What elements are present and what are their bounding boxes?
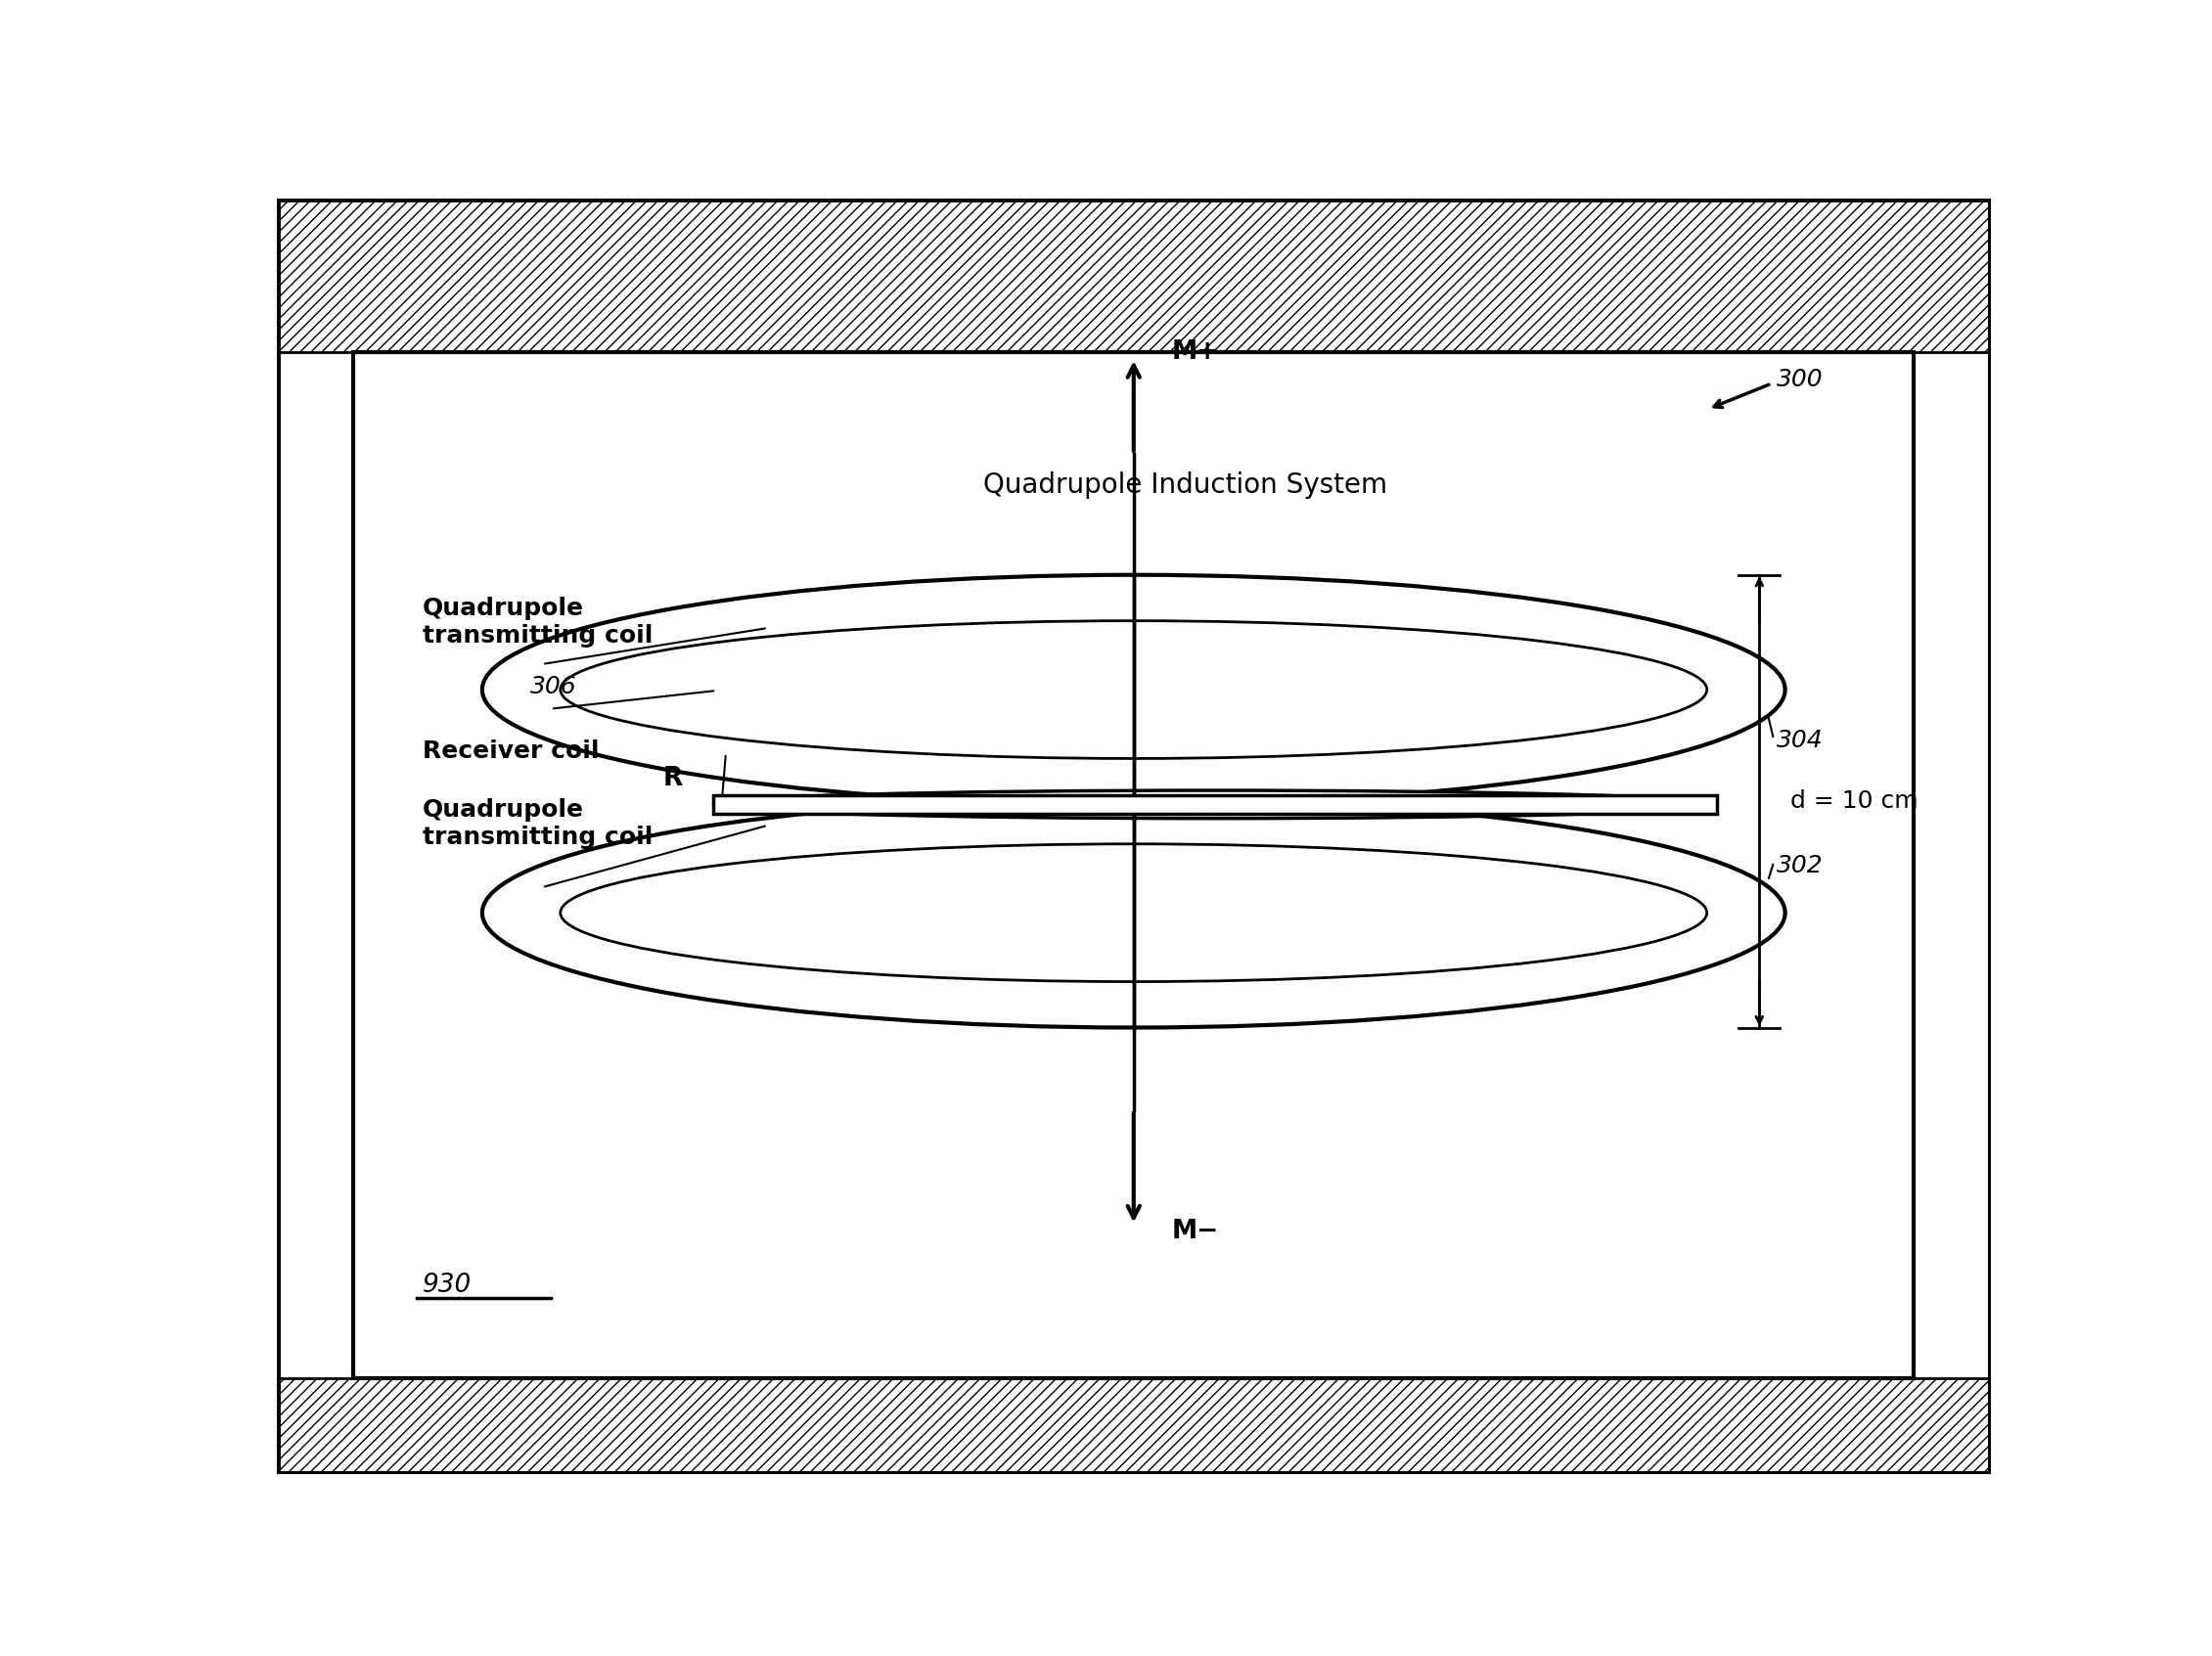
Bar	[714, 795, 1717, 813]
Ellipse shape	[515, 811, 1752, 984]
Ellipse shape	[560, 621, 1708, 758]
Text: d = 10 cm: d = 10 cm	[1790, 790, 1918, 813]
Text: Quadrupole Induction System: Quadrupole Induction System	[982, 472, 1387, 500]
Text: Quadrupole
transmitting coil: Quadrupole transmitting coil	[422, 596, 653, 647]
Text: R: R	[664, 767, 684, 792]
Ellipse shape	[714, 790, 1717, 818]
Ellipse shape	[515, 588, 1752, 760]
Bar	[276, 1378, 1991, 1474]
Text: 304: 304	[1776, 729, 1823, 752]
Text: 300: 300	[1776, 368, 1823, 391]
Text: 930: 930	[422, 1272, 471, 1298]
Text: M+: M+	[1172, 339, 1219, 364]
Text: 306: 306	[531, 676, 577, 699]
Text: Receiver coil: Receiver coil	[422, 739, 599, 762]
Ellipse shape	[482, 575, 1785, 805]
Ellipse shape	[560, 845, 1708, 982]
Bar	[276, 199, 1991, 351]
Text: 302: 302	[1776, 854, 1823, 878]
Text: M−: M−	[1172, 1219, 1219, 1244]
Text: Quadrupole
transmitting coil: Quadrupole transmitting coil	[422, 798, 653, 850]
Bar	[354, 351, 1913, 1378]
Ellipse shape	[482, 798, 1785, 1027]
